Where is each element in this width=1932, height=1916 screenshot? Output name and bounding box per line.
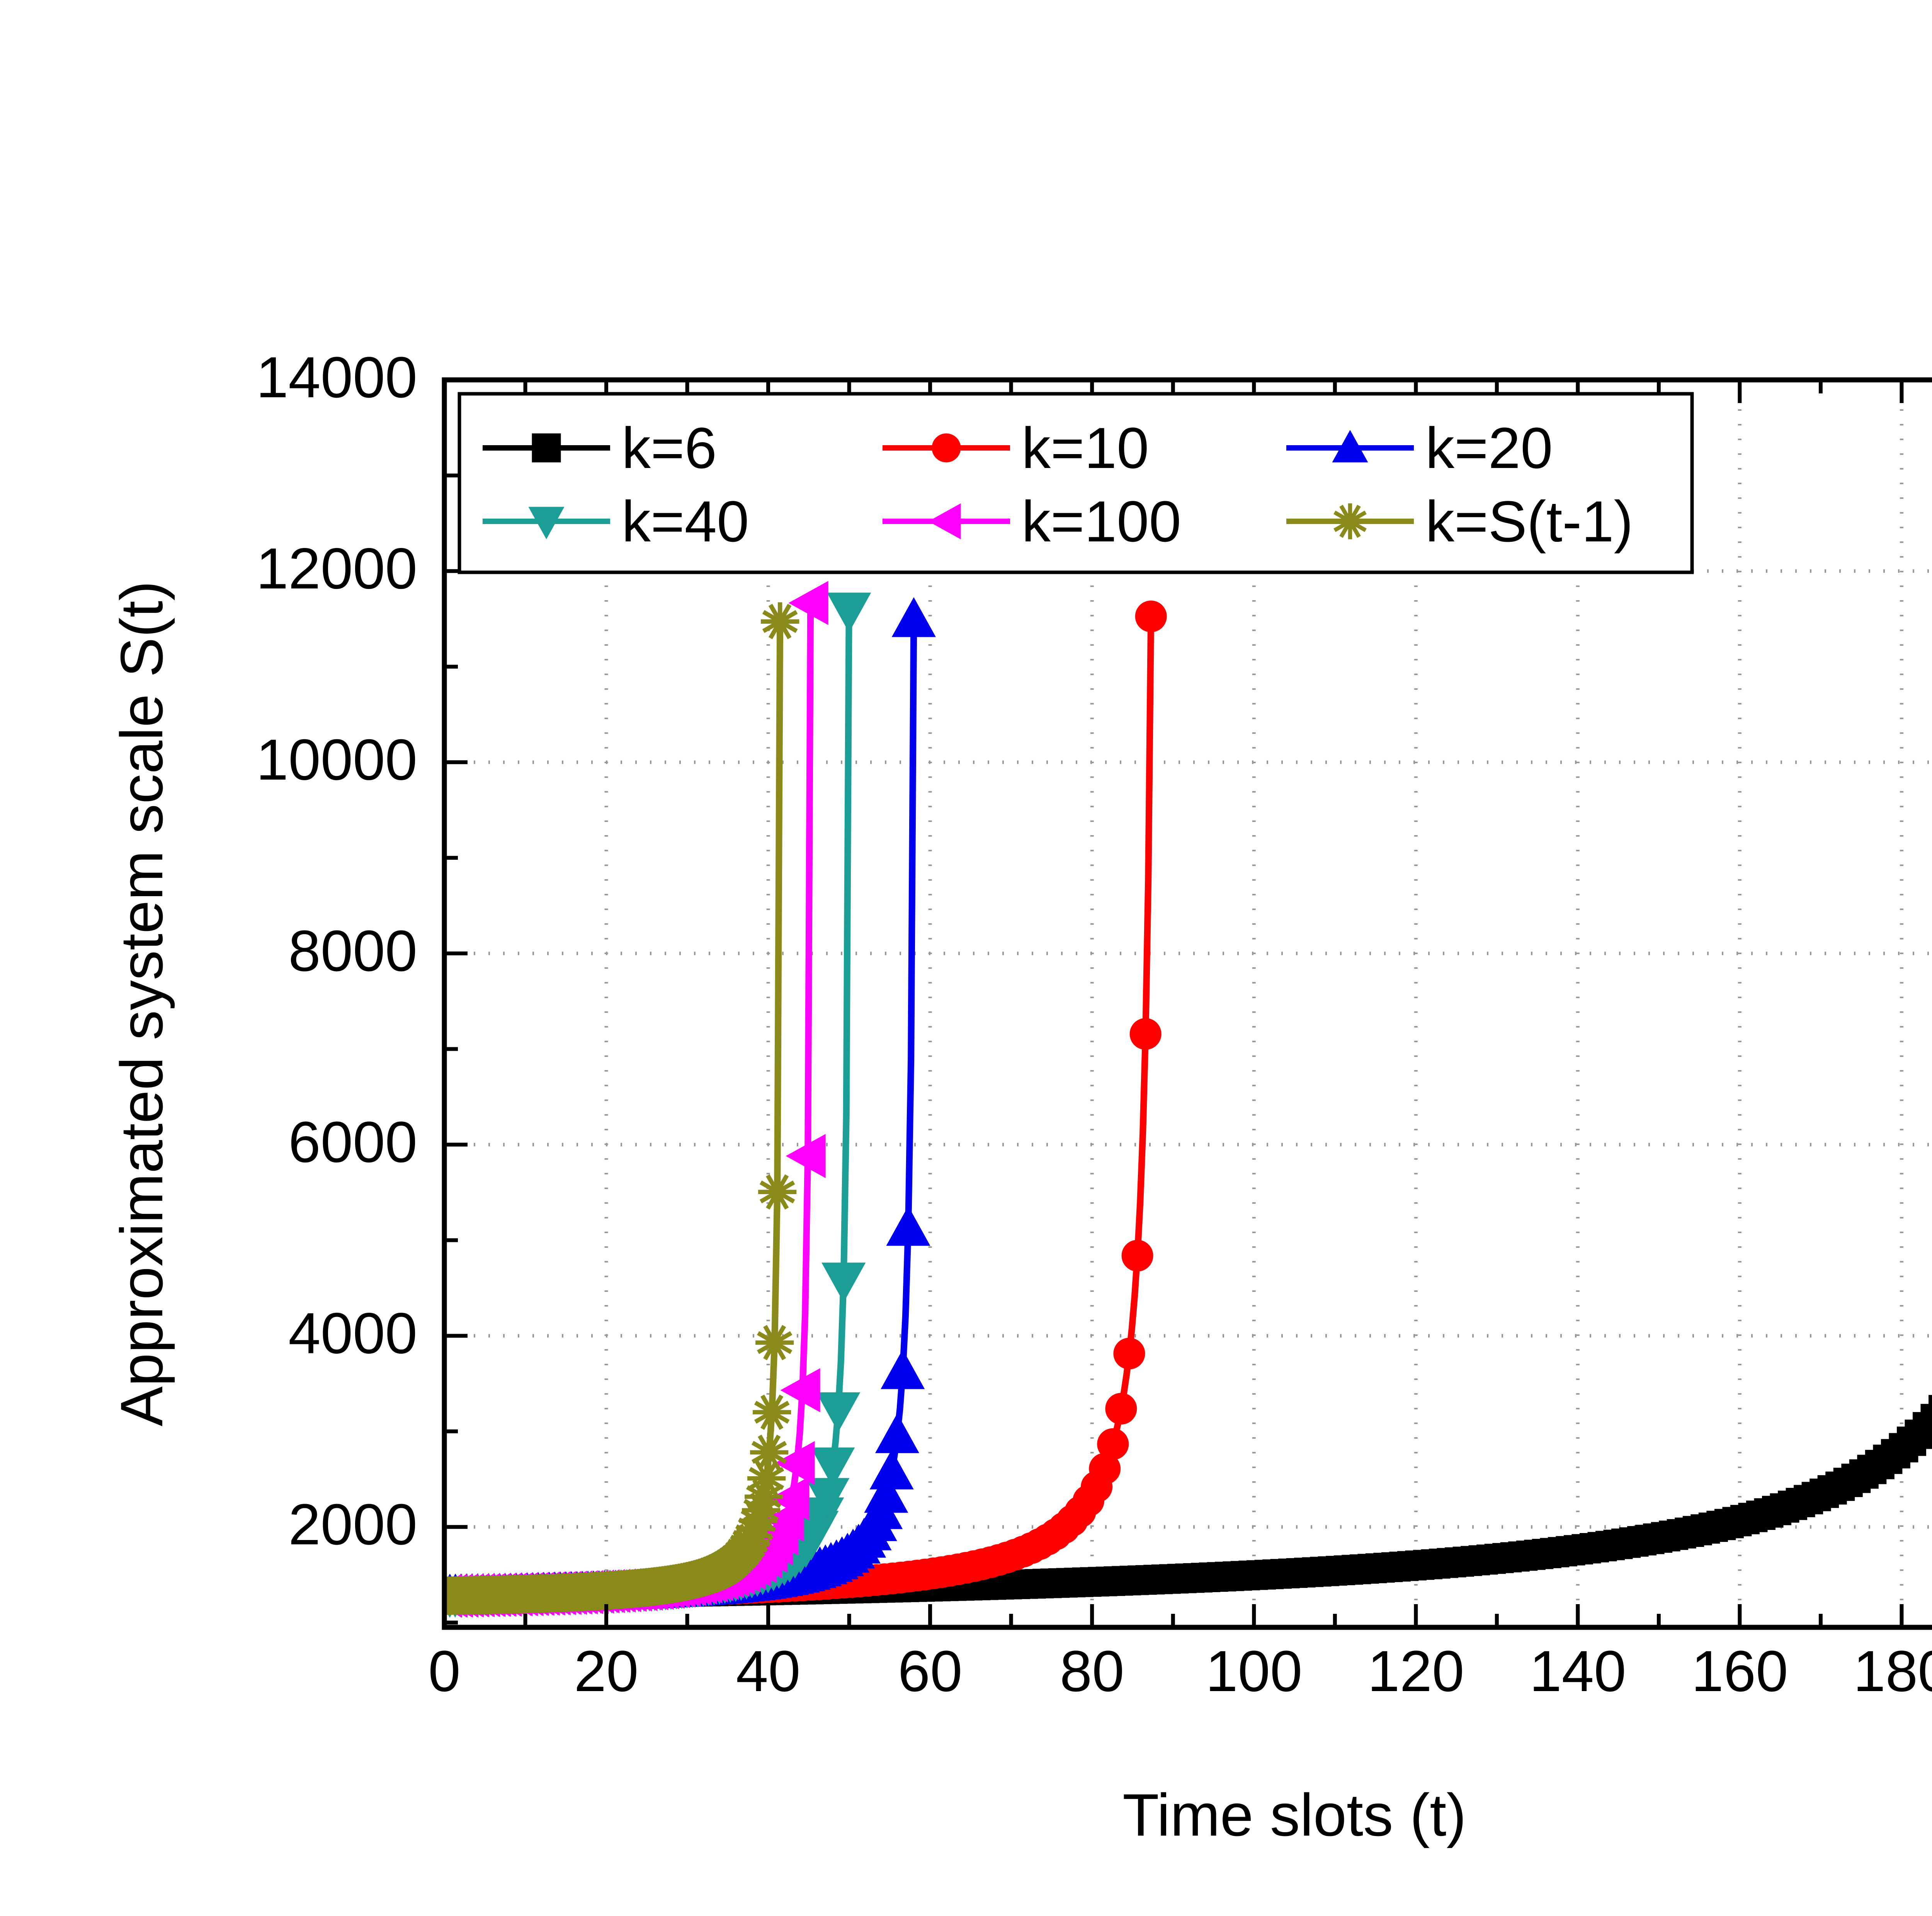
svg-text:140: 140 [1529,1639,1626,1703]
svg-text:14000: 14000 [256,345,417,410]
svg-text:60: 60 [898,1639,963,1703]
svg-text:2000: 2000 [288,1492,417,1557]
svg-text:10000: 10000 [256,727,417,792]
svg-text:8000: 8000 [288,918,417,983]
svg-text:180: 180 [1853,1639,1932,1703]
svg-text:Time slots (t): Time slots (t) [1122,1782,1466,1848]
svg-text:80: 80 [1060,1639,1124,1703]
svg-text:0: 0 [428,1639,460,1703]
svg-text:40: 40 [736,1639,801,1703]
svg-text:k=20: k=20 [1425,415,1553,480]
svg-text:Approximated system scale S(t): Approximated system scale S(t) [108,581,175,1426]
svg-text:k=100: k=100 [1022,489,1181,554]
svg-text:k=S(t-1): k=S(t-1) [1425,489,1633,554]
svg-text:6000: 6000 [288,1109,417,1174]
svg-text:12000: 12000 [256,536,417,601]
svg-text:k=6: k=6 [622,415,717,480]
svg-text:k=40: k=40 [622,489,749,554]
svg-text:20: 20 [574,1639,639,1703]
svg-text:4000: 4000 [288,1301,417,1366]
svg-text:k=10: k=10 [1022,415,1149,480]
svg-text:100: 100 [1206,1639,1302,1703]
svg-text:120: 120 [1367,1639,1464,1703]
svg-text:160: 160 [1691,1639,1788,1703]
